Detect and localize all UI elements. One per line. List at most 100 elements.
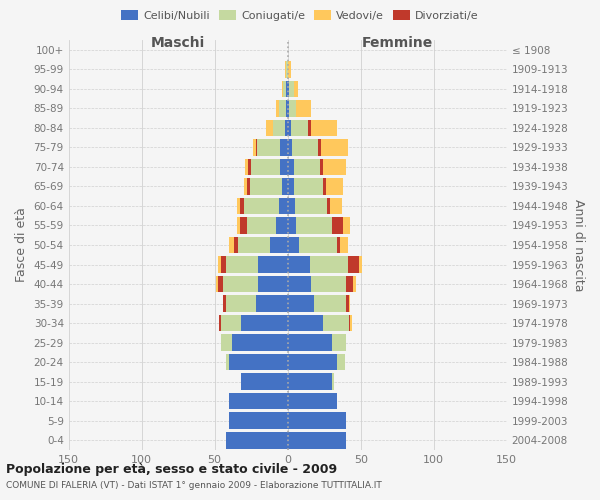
Bar <box>289 80 293 97</box>
Bar <box>346 296 349 312</box>
Bar <box>279 198 287 214</box>
Bar <box>287 354 337 370</box>
Bar <box>257 139 280 156</box>
Bar <box>229 412 287 429</box>
Bar <box>266 120 273 136</box>
Bar <box>287 80 289 97</box>
Bar <box>276 100 279 116</box>
Text: Popolazione per età, sesso e stato civile - 2009: Popolazione per età, sesso e stato civil… <box>6 462 337 475</box>
Bar <box>229 354 287 370</box>
Bar <box>279 100 286 116</box>
Bar <box>347 256 359 273</box>
Bar <box>244 198 279 214</box>
Bar <box>359 256 362 273</box>
Bar <box>290 120 308 136</box>
Bar <box>349 315 350 332</box>
Bar <box>270 236 287 254</box>
Text: Maschi: Maschi <box>151 36 205 50</box>
Bar <box>349 296 350 312</box>
Bar <box>218 256 221 273</box>
Bar <box>256 296 287 312</box>
Bar <box>233 236 238 254</box>
Bar <box>287 296 314 312</box>
Text: COMUNE DI FALERIA (VT) - Dati ISTAT 1° gennaio 2009 - Elaborazione TUTTITALIA.IT: COMUNE DI FALERIA (VT) - Dati ISTAT 1° g… <box>6 481 382 490</box>
Bar <box>276 217 287 234</box>
Bar <box>287 412 346 429</box>
Bar <box>223 276 259 292</box>
Bar <box>241 374 287 390</box>
Bar <box>311 276 346 292</box>
Bar <box>287 217 296 234</box>
Bar <box>236 217 239 234</box>
Bar <box>343 217 350 234</box>
Bar <box>286 100 287 116</box>
Bar <box>287 393 337 409</box>
Bar <box>226 432 287 448</box>
Bar <box>287 315 323 332</box>
Bar <box>287 61 290 78</box>
Bar <box>326 178 343 194</box>
Bar <box>337 354 344 370</box>
Bar <box>293 178 323 194</box>
Bar <box>337 236 340 254</box>
Bar <box>299 236 337 254</box>
Bar <box>323 315 349 332</box>
Bar <box>319 139 321 156</box>
Bar <box>323 158 346 175</box>
Y-axis label: Fasce di età: Fasce di età <box>15 208 28 282</box>
Legend: Celibi/Nubili, Coniugati/e, Vedovi/e, Divorziati/e: Celibi/Nubili, Coniugati/e, Vedovi/e, Di… <box>117 6 483 25</box>
Bar <box>283 80 286 97</box>
Bar <box>229 236 233 254</box>
Bar <box>287 158 293 175</box>
Bar <box>259 256 287 273</box>
Bar <box>287 236 299 254</box>
Bar <box>232 334 287 351</box>
Bar <box>320 158 323 175</box>
Bar <box>218 276 223 292</box>
Bar <box>310 256 347 273</box>
Bar <box>221 334 232 351</box>
Bar <box>226 256 259 273</box>
Bar <box>330 198 342 214</box>
Bar <box>282 178 287 194</box>
Bar <box>293 158 320 175</box>
Bar <box>287 198 295 214</box>
Bar <box>226 354 229 370</box>
Bar <box>280 158 287 175</box>
Bar <box>223 296 226 312</box>
Bar <box>285 120 287 136</box>
Bar <box>285 61 286 78</box>
Bar <box>314 296 346 312</box>
Bar <box>323 178 326 194</box>
Bar <box>293 80 298 97</box>
Bar <box>226 296 256 312</box>
Bar <box>287 256 310 273</box>
Bar <box>287 139 292 156</box>
Bar <box>244 178 247 194</box>
Bar <box>280 139 287 156</box>
Bar <box>287 178 293 194</box>
Bar <box>273 120 285 136</box>
Y-axis label: Anni di nascita: Anni di nascita <box>572 198 585 291</box>
Bar <box>239 217 247 234</box>
Bar <box>327 198 330 214</box>
Bar <box>287 120 290 136</box>
Bar <box>239 198 244 214</box>
Bar <box>236 198 239 214</box>
Bar <box>259 276 287 292</box>
Bar <box>296 100 311 116</box>
Bar <box>308 120 311 136</box>
Bar <box>286 61 287 78</box>
Bar <box>295 198 327 214</box>
Bar <box>321 139 347 156</box>
Bar <box>292 139 319 156</box>
Bar <box>287 276 311 292</box>
Bar <box>289 100 296 116</box>
Bar <box>253 139 256 156</box>
Bar <box>311 120 337 136</box>
Bar <box>331 374 334 390</box>
Bar <box>245 158 248 175</box>
Bar <box>250 178 282 194</box>
Bar <box>282 80 283 97</box>
Bar <box>219 315 221 332</box>
